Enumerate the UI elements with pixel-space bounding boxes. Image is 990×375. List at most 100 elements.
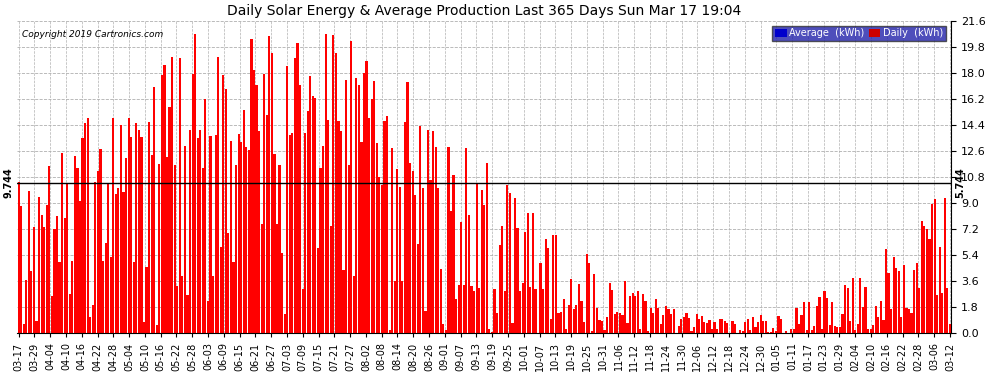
Bar (611, 290, 613, 333)
Bar (273, 154, 275, 333)
Text: Copyright 2019 Cartronics.com: Copyright 2019 Cartronics.com (22, 30, 163, 39)
Bar (552, 235, 554, 333)
Bar (391, 148, 393, 333)
Bar (754, 327, 756, 333)
Bar (614, 314, 616, 333)
Bar (929, 239, 931, 333)
Bar (619, 313, 621, 333)
Bar (105, 243, 107, 333)
Bar (688, 318, 690, 333)
Bar (368, 118, 370, 333)
Bar (465, 148, 467, 333)
Bar (939, 247, 940, 333)
Bar (517, 228, 519, 333)
Bar (859, 279, 861, 333)
Bar (150, 155, 152, 333)
Bar (593, 274, 595, 333)
Bar (455, 299, 457, 333)
Bar (61, 153, 63, 333)
Bar (646, 331, 649, 333)
Bar (578, 284, 580, 333)
Bar (86, 118, 89, 333)
Bar (33, 227, 35, 333)
Bar (491, 332, 493, 333)
Bar (624, 281, 626, 333)
Bar (801, 315, 803, 333)
Bar (475, 183, 478, 333)
Bar (813, 326, 816, 333)
Bar (347, 165, 349, 333)
Bar (412, 171, 414, 333)
Bar (407, 82, 409, 333)
Bar (296, 43, 299, 333)
Bar (173, 165, 176, 333)
Bar (803, 302, 805, 333)
Bar (890, 309, 892, 333)
Bar (903, 265, 905, 333)
Bar (549, 319, 551, 333)
Bar (181, 276, 183, 333)
Bar (179, 58, 181, 333)
Bar (727, 322, 729, 333)
Bar (258, 131, 260, 333)
Bar (609, 283, 611, 333)
Bar (28, 191, 30, 333)
Bar (604, 330, 606, 333)
Bar (84, 123, 86, 333)
Bar (560, 312, 562, 333)
Bar (941, 292, 943, 333)
Bar (880, 301, 882, 333)
Bar (81, 138, 83, 333)
Bar (388, 330, 391, 333)
Bar (376, 143, 378, 333)
Bar (544, 238, 546, 333)
Bar (204, 99, 207, 333)
Bar (759, 315, 761, 333)
Bar (693, 327, 695, 333)
Bar (363, 73, 365, 333)
Bar (911, 312, 913, 333)
Bar (598, 320, 601, 333)
Bar (512, 323, 514, 333)
Bar (55, 216, 58, 333)
Bar (824, 291, 826, 333)
Bar (585, 254, 588, 333)
Bar (317, 248, 319, 333)
Bar (340, 131, 343, 333)
Bar (685, 313, 687, 333)
Bar (370, 99, 373, 333)
Bar (724, 321, 726, 333)
Bar (742, 331, 743, 333)
Bar (849, 321, 851, 333)
Bar (128, 118, 130, 333)
Bar (808, 302, 811, 333)
Bar (92, 305, 94, 333)
Bar (143, 322, 146, 333)
Bar (672, 309, 675, 333)
Bar (210, 136, 212, 333)
Bar (493, 289, 496, 333)
Bar (255, 86, 257, 333)
Bar (220, 247, 222, 333)
Bar (79, 201, 81, 333)
Bar (468, 215, 470, 333)
Bar (921, 220, 923, 333)
Bar (89, 316, 91, 333)
Bar (383, 121, 385, 333)
Bar (856, 324, 859, 333)
Bar (414, 195, 416, 333)
Bar (573, 309, 575, 333)
Bar (790, 328, 792, 333)
Bar (294, 58, 296, 333)
Bar (530, 287, 532, 333)
Bar (777, 316, 779, 333)
Bar (138, 130, 140, 333)
Bar (635, 296, 637, 333)
Bar (931, 204, 934, 333)
Bar (123, 192, 125, 333)
Bar (711, 329, 713, 333)
Bar (806, 330, 808, 333)
Bar (186, 295, 188, 333)
Bar (913, 270, 915, 333)
Bar (486, 163, 488, 333)
